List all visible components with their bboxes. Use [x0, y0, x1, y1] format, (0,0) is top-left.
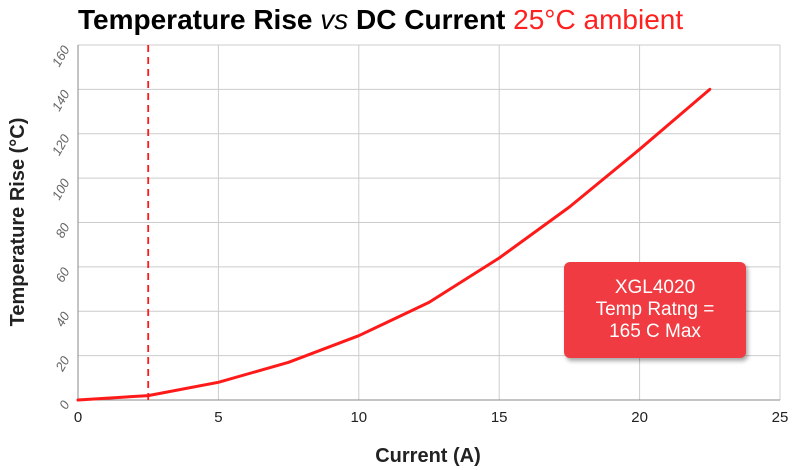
data-point — [427, 301, 431, 304]
x-tick-label: 10 — [350, 409, 367, 426]
data-point — [498, 256, 501, 260]
x-axis-label: Current (A) — [375, 445, 481, 467]
series-layer — [76, 45, 712, 402]
callout-rating-value: 165 C Max — [609, 321, 701, 342]
y-axis-label: Temperature Rise (°C) — [7, 118, 29, 327]
data-point — [76, 398, 80, 402]
y-tick-label: 80 — [52, 220, 73, 241]
data-point — [287, 361, 290, 364]
x-tick-label: 15 — [491, 409, 508, 426]
x-tick-label: 20 — [631, 409, 648, 426]
y-tick-label: 120 — [49, 131, 73, 158]
y-tick-label: 60 — [52, 264, 73, 285]
y-tick-label: 40 — [52, 309, 73, 330]
title-main: Temperature Rise — [78, 4, 321, 35]
data-point — [638, 148, 641, 151]
x-tick-label: 5 — [214, 409, 222, 426]
title-ambient: 25°C ambient — [513, 4, 684, 35]
x-tick-label: 0 — [74, 409, 82, 426]
callout-part-number: XGL4020 — [614, 277, 696, 298]
callout-rating-label: Temp Ratng = — [595, 299, 715, 320]
data-point — [708, 88, 711, 91]
y-tick-label: 0 — [56, 397, 73, 411]
y-tick-label: 160 — [49, 42, 73, 69]
chart-title: Temperature Rise vs DC Current 25°C ambi… — [0, 4, 800, 36]
tick-labels: 0 5 10 15 20 25 0 20 40 60 80 100 120 140 160 — [49, 42, 789, 426]
data-point — [357, 334, 360, 337]
y-tick-label: 140 — [49, 87, 73, 114]
x-tick-label: 25 — [772, 409, 789, 426]
rating-callout: XGL4020 Temp Ratng = 165 C Max — [564, 262, 746, 358]
y-tick-label: 100 — [49, 175, 73, 202]
title-vs: vs — [320, 4, 349, 35]
data-point — [147, 394, 150, 397]
temperature-rise-line — [76, 87, 712, 402]
axes — [77, 45, 780, 401]
data-point — [568, 205, 571, 209]
title-main-2: DC Current — [348, 4, 506, 35]
data-point — [217, 381, 220, 384]
y-tick-label: 20 — [52, 353, 73, 375]
